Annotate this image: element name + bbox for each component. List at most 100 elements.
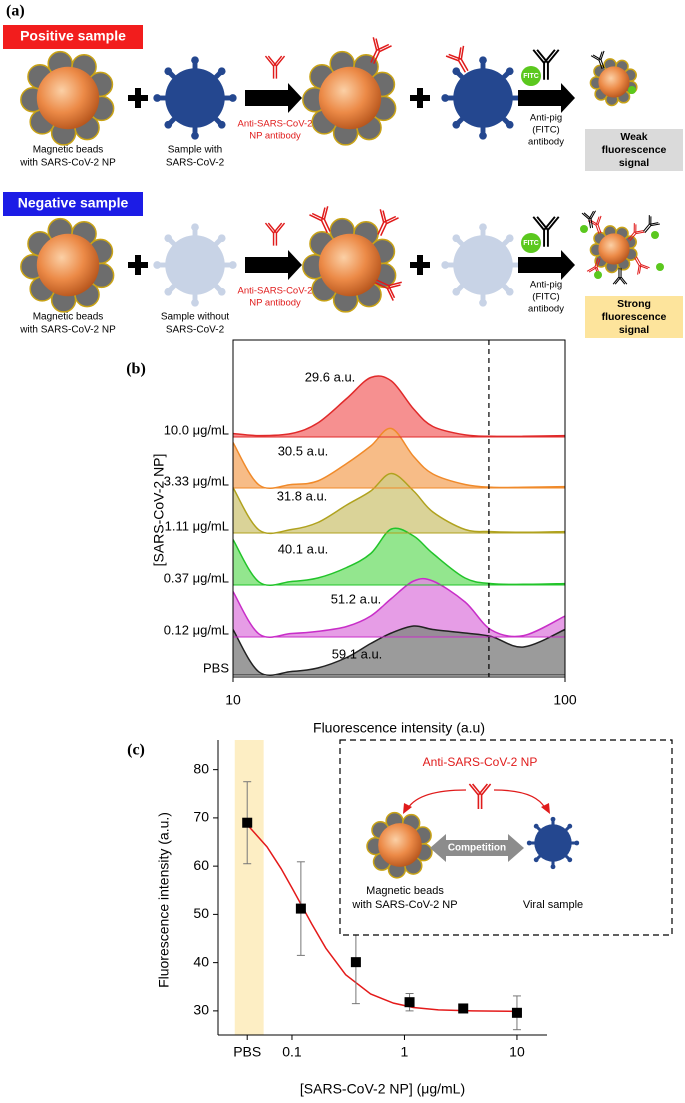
antibody <box>264 55 286 79</box>
double-arrow <box>430 834 524 862</box>
antibody-chain <box>644 216 660 233</box>
bead-core <box>318 233 382 297</box>
label: (FITC) <box>532 292 559 303</box>
antibody <box>532 216 560 247</box>
virus-spike-head <box>505 120 514 129</box>
antibody-chain <box>592 50 605 69</box>
virus-spike-head <box>550 864 556 870</box>
label: Anti-pig <box>530 280 562 291</box>
fitc-text: FITC <box>523 73 539 80</box>
virus-spike-head <box>217 120 226 129</box>
magnetic-bead <box>589 225 638 274</box>
annotation: 30.5 a.u. <box>278 443 329 458</box>
y-tick-label: 60 <box>193 857 209 873</box>
virus-spike-head <box>479 56 487 65</box>
annotation: 59.1 a.u. <box>332 646 383 661</box>
antibody-chain <box>374 282 401 301</box>
ridge-area <box>233 528 565 586</box>
sample-tag <box>3 192 143 216</box>
antibody-chain <box>267 55 286 79</box>
row-label: 1.11 μg/mL <box>165 518 229 533</box>
label: fluorescence <box>602 311 667 323</box>
fitc-dye <box>580 225 588 233</box>
label: signal <box>619 157 649 169</box>
bead-core <box>378 823 422 867</box>
virus-spike-head <box>505 67 514 76</box>
arrow <box>245 250 302 280</box>
virus <box>441 223 525 307</box>
label: Magnetic beads <box>33 312 104 323</box>
magnetic-bead <box>589 58 638 107</box>
panel-label: (a) <box>6 3 25 20</box>
label: Anti-SARS-CoV-2 <box>238 119 313 130</box>
ridge-line <box>233 577 565 638</box>
antibody-chain <box>612 267 626 285</box>
virus-spike-head <box>164 287 173 296</box>
ridge-line <box>233 375 565 438</box>
y-tick-label: 30 <box>193 1002 209 1018</box>
x-tick-label: 10 <box>225 692 241 708</box>
magnetic-bead <box>20 217 115 313</box>
x-tick-label: PBS <box>233 1044 261 1060</box>
fitc-text: FITC <box>523 240 539 247</box>
sample-tag-text: Positive sample <box>20 28 126 44</box>
plus <box>135 88 141 108</box>
y-tick-label: 80 <box>193 760 209 776</box>
label: SARS-CoV-2 <box>166 325 225 336</box>
arrow <box>518 83 575 113</box>
virus-spike-head <box>452 287 461 296</box>
signal-box <box>585 296 683 338</box>
label: with SARS-CoV-2 NP <box>19 158 116 169</box>
x-tick-label: 10 <box>509 1044 525 1060</box>
data-point <box>511 1007 522 1018</box>
plus <box>417 255 423 275</box>
fitc-dye <box>521 66 541 86</box>
annotation: 29.6 a.u. <box>305 369 356 384</box>
x-axis-title: Fluorescence intensity (a.u) <box>313 720 485 736</box>
antibody <box>627 223 645 241</box>
antibody <box>468 783 492 809</box>
y-tick-label: 70 <box>193 809 209 825</box>
antibody-chain <box>264 222 283 246</box>
virus-spike-head <box>479 223 487 232</box>
virus-spike-head <box>505 287 514 296</box>
inset-arrow-text: Competition <box>448 843 506 854</box>
label: with SARS-CoV-2 NP <box>351 899 457 911</box>
label: Viral sample <box>523 899 583 911</box>
x-tick-label: 0.1 <box>282 1044 302 1060</box>
ridge-area <box>233 428 565 489</box>
fitc-dye <box>656 263 664 271</box>
magnetic-bead <box>302 50 397 146</box>
annotation: 40.1 a.u. <box>278 541 329 556</box>
ridge-area <box>233 578 565 638</box>
bead-core <box>598 233 630 265</box>
antibody <box>587 215 602 235</box>
sample-tag <box>3 25 143 49</box>
label: Magnetic beads <box>366 885 444 897</box>
virus <box>441 56 525 140</box>
label: fluorescence <box>602 144 667 156</box>
inset-arrowhead <box>541 803 550 814</box>
antibody-chain <box>583 210 596 228</box>
virus-body <box>453 68 513 128</box>
antibody <box>581 210 596 229</box>
plus <box>417 88 423 108</box>
virus <box>526 816 580 870</box>
label: Sample with <box>168 145 222 156</box>
virus <box>153 223 237 307</box>
bead-core <box>36 66 100 130</box>
panel-label: (c) <box>127 742 145 759</box>
virus-spike-head <box>164 67 173 76</box>
y-axis-title: [SARS-CoV-2 NP] <box>151 454 167 567</box>
virus-spike-head <box>567 857 573 863</box>
virus-spike-head <box>441 261 450 269</box>
annotation: 51.2 a.u. <box>331 591 382 606</box>
arrow <box>518 250 575 280</box>
virus-spike-head <box>191 56 199 65</box>
antibody <box>374 279 402 301</box>
arrow <box>245 83 302 113</box>
label: Anti-SARS-CoV-2 <box>238 286 313 297</box>
virus-spike-head <box>164 120 173 129</box>
virus-spike-head <box>533 823 539 829</box>
virus-spike-head <box>452 120 461 129</box>
